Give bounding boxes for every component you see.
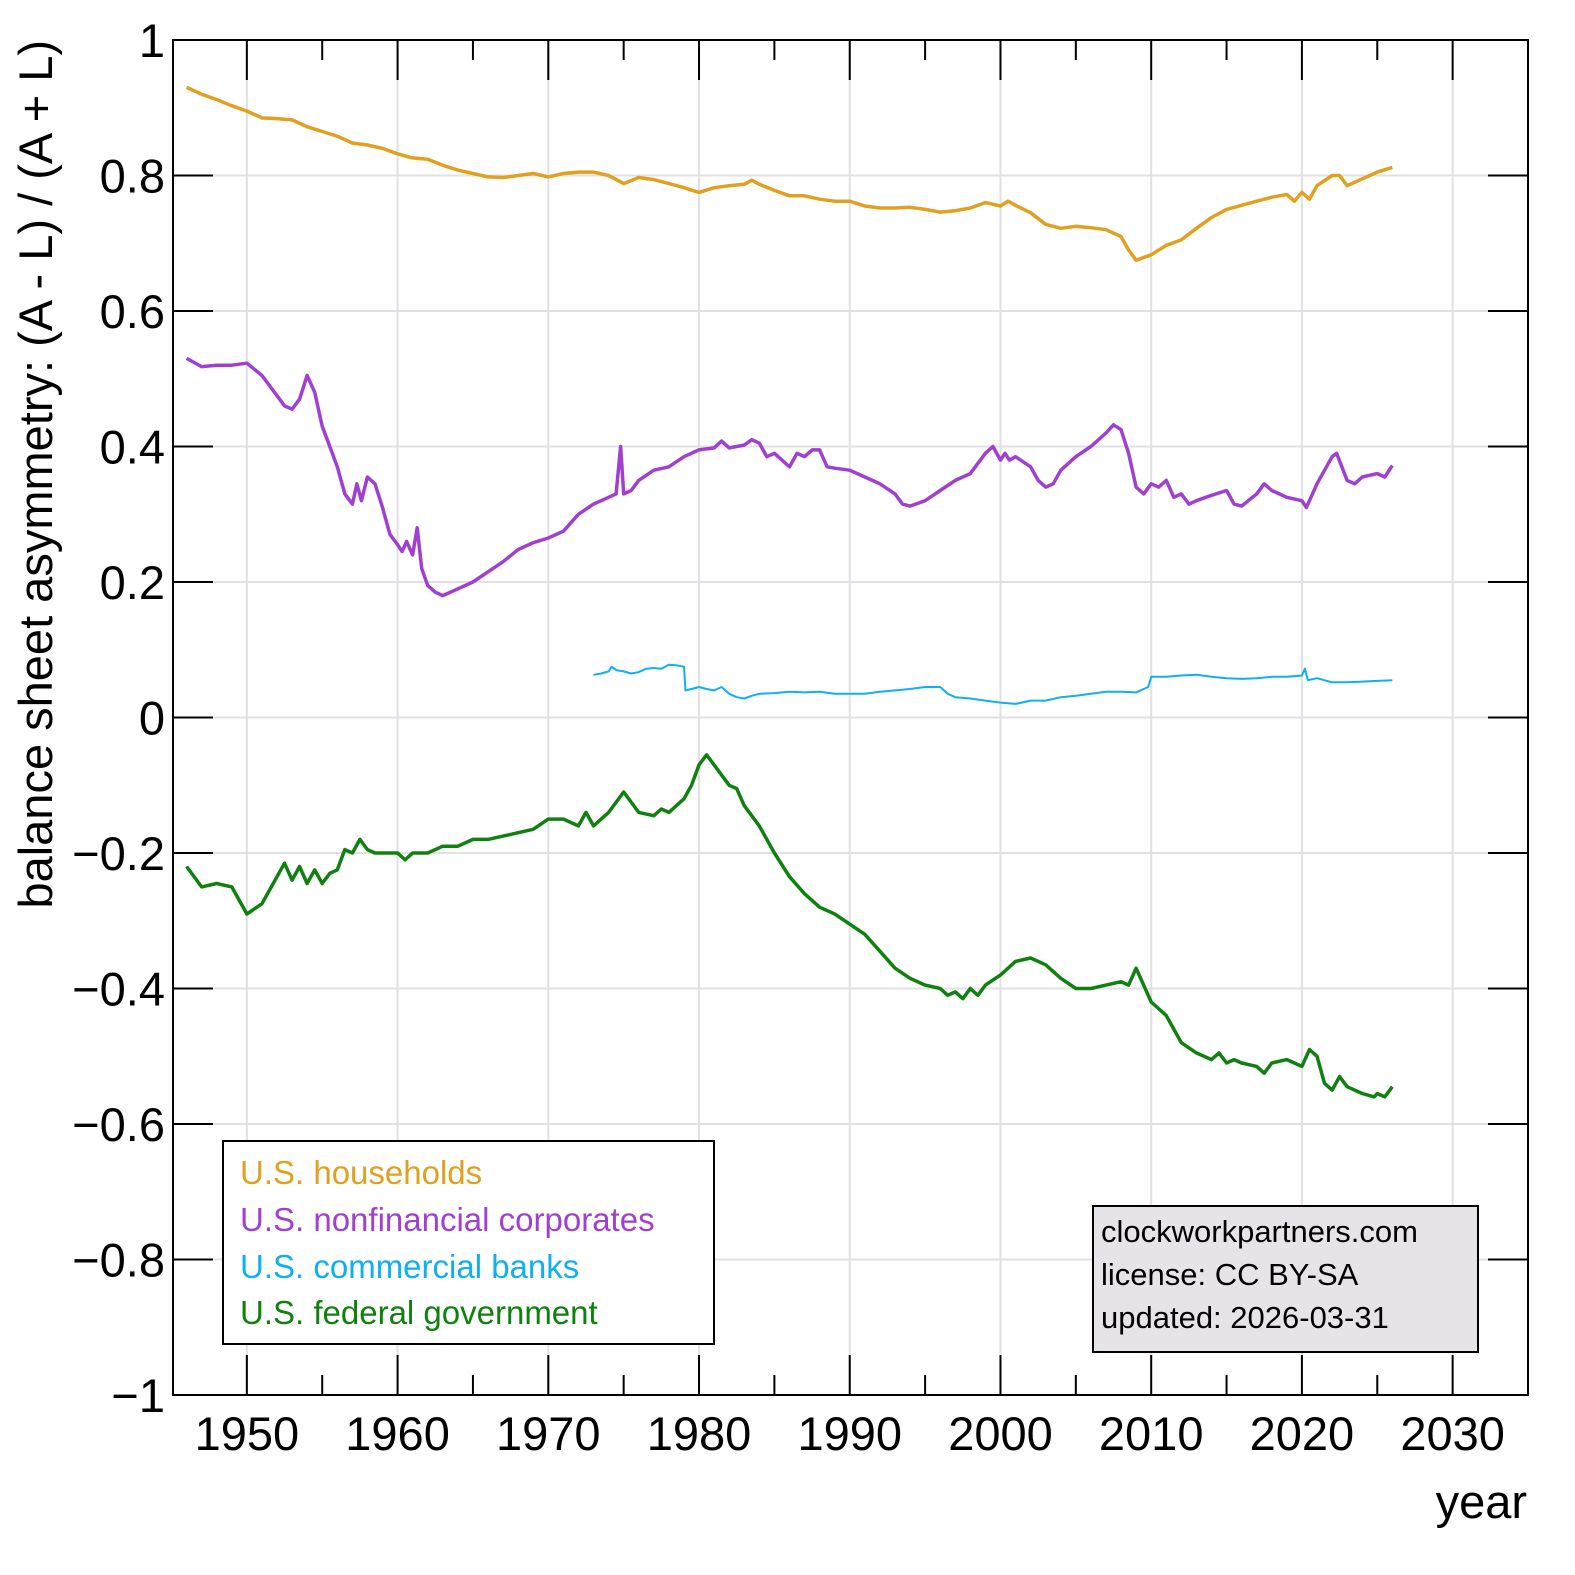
series-line-u-s-households [185, 85, 1393, 262]
legend-item-federal-government: U.S. federal government [240, 1294, 598, 1331]
y-tick-label: −0.4 [72, 963, 165, 1016]
x-tick-label: 2000 [948, 1407, 1053, 1460]
y-tick-label: −0.2 [72, 827, 165, 880]
series-layer [185, 85, 1394, 1099]
credit-site: clockworkpartners.com [1101, 1214, 1418, 1249]
y-tick-label: 0.4 [100, 421, 165, 474]
x-tick-label: 1950 [195, 1407, 300, 1460]
y-tick-label: 0 [139, 692, 165, 745]
y-tick-label: 0.8 [100, 150, 165, 203]
x-tick-label: 1960 [345, 1407, 450, 1460]
y-tick-labels: 1 0.8 0.6 0.4 0.2 0 −0.2 −0.4 −0.6 −0.8 −1 [72, 14, 165, 1422]
y-tick-label: 0.6 [100, 285, 165, 338]
legend-item-households: U.S. households [240, 1154, 482, 1191]
y-tick-label: −0.8 [72, 1234, 165, 1287]
x-tick-label: 1970 [496, 1407, 601, 1460]
credit-box: clockworkpartners.com license: CC BY-SA … [1092, 1205, 1479, 1353]
x-tick-label: 2010 [1099, 1407, 1204, 1460]
y-tick-label: 0.2 [100, 556, 165, 609]
x-tick-labels: 1950 1960 1970 1980 1990 2000 2010 2020 2030 [195, 1407, 1505, 1460]
series-line-u-s-commercial-banks [593, 663, 1393, 705]
y-tick-label: 1 [139, 14, 165, 67]
x-tick-label: 1980 [647, 1407, 752, 1460]
credit-box-background [1092, 1205, 1479, 1353]
y-tick-label: −0.6 [72, 1098, 165, 1151]
legend-item-nonfinancial-corporates: U.S. nonfinancial corporates [240, 1201, 655, 1238]
x-tick-label: 2030 [1400, 1407, 1505, 1460]
y-tick-label: −1 [111, 1369, 165, 1422]
y-axis-title: balance sheet asymmetry: (A - L) / (A + … [9, 40, 62, 909]
legend-item-commercial-banks: U.S. commercial banks [240, 1248, 579, 1285]
grid [173, 40, 1528, 1395]
x-tick-label: 2020 [1250, 1407, 1355, 1460]
legend-box [222, 1140, 715, 1345]
series-line-u-s-federal-government [185, 753, 1394, 1099]
x-tick-label: 1990 [797, 1407, 902, 1460]
x-axis-title: year [1436, 1475, 1527, 1528]
credit-updated: updated: 2026-03-31 [1101, 1300, 1389, 1335]
credit-license: license: CC BY-SA [1101, 1257, 1359, 1292]
ticks [173, 39, 1529, 1396]
legend: U.S. households U.S. nonfinancial corpor… [222, 1140, 715, 1345]
series-line-u-s-nonfinancial-corporates [185, 356, 1394, 598]
